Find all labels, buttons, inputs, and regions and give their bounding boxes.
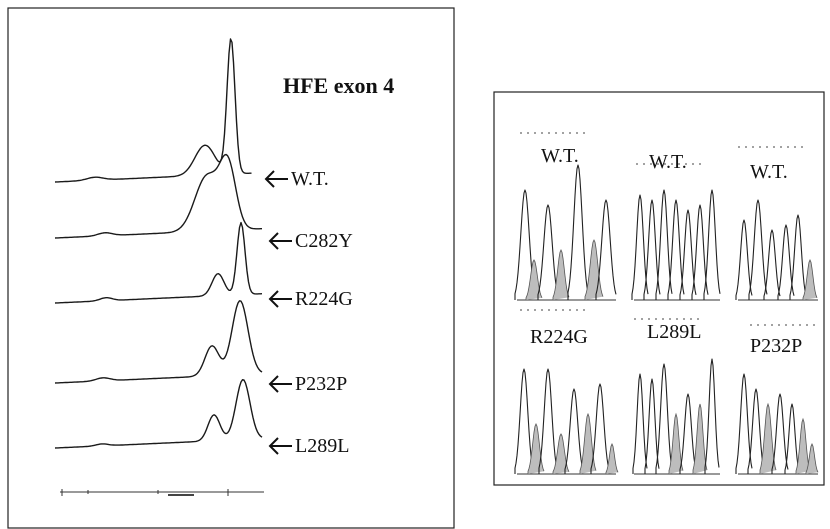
sequence-peak [514, 189, 536, 300]
sequence-peak [735, 373, 753, 474]
electropherogram-top-3 [735, 199, 818, 301]
arrow-left-icon [268, 437, 292, 455]
sequence-peak [691, 204, 709, 300]
electropherogram-top-1 [514, 164, 617, 301]
sequence-peak [679, 209, 697, 300]
sequencing-panel: W.T. W.T. W.T. R224G L289L P232P [493, 91, 825, 486]
dhplc-panel: HFE exon 4 W.T. C282Y R224G P232P L289L [7, 7, 455, 529]
sequence-peak [538, 368, 558, 474]
arrow-left-icon [264, 170, 288, 188]
sequence-peak [795, 417, 811, 474]
dhplc-trace-label: W.T. [291, 168, 329, 190]
sequence-peak [514, 368, 534, 474]
sequence-label-top: W.T. [750, 161, 788, 183]
arrow-left-icon [268, 375, 292, 393]
electropherogram-bottom-2 [632, 358, 720, 475]
sequence-peak [605, 442, 619, 474]
sequence-peak [763, 229, 781, 300]
sequence-peak [595, 199, 617, 300]
sequence-peak [735, 219, 753, 300]
sequence-peak [679, 393, 697, 474]
sequence-peak [802, 258, 818, 300]
sequence-peak [704, 358, 720, 474]
dhplc-trace-label: L289L [295, 435, 349, 457]
dhplc-title: HFE exon 4 [283, 73, 394, 98]
sequence-peak [552, 249, 570, 300]
dhplc-trace-label: R224G [295, 288, 353, 310]
electropherogram-bottom-3 [735, 373, 819, 475]
sequence-peak [564, 388, 584, 474]
sequence-peak [655, 363, 673, 474]
arrow-left-icon [268, 290, 292, 308]
dhplc-trace-1 [54, 38, 252, 183]
dhplc-trace-label: C282Y [295, 230, 353, 252]
sequence-peak [805, 442, 819, 474]
sequence-peak [777, 224, 795, 300]
electropherogram-bottom-1 [514, 368, 619, 475]
sequence-peak [667, 199, 685, 300]
sequence-peak [748, 199, 768, 300]
sequencing-content: W.T. W.T. W.T. R224G L289L P232P [514, 132, 820, 475]
sequence-peak [643, 199, 661, 300]
sequence-peak [631, 194, 649, 300]
sequence-label-bottom: P232P [750, 335, 802, 357]
dhplc-time-axis [60, 489, 264, 496]
sequence-peak [784, 403, 800, 474]
sequence-peak [632, 373, 648, 474]
sequence-peak [655, 189, 673, 300]
dhplc-trace-3 [54, 221, 263, 304]
dhplc-trace-2 [54, 153, 262, 239]
sequence-peak [668, 412, 684, 474]
sequence-label-top: W.T. [649, 151, 687, 173]
sequence-peak [537, 204, 559, 300]
sequence-label-top: W.T. [541, 145, 579, 167]
dhplc-traces: W.T. C282Y R224G P232P L289L [54, 38, 353, 457]
dhplc-panel-frame [7, 7, 455, 529]
sequence-peak [789, 214, 807, 300]
arrow-left-icon [268, 232, 292, 250]
sequence-peak [747, 388, 765, 474]
sequence-peak [590, 383, 610, 474]
sequence-peak [584, 239, 604, 300]
dhplc-trace-4 [54, 300, 263, 384]
sequence-peak [567, 164, 589, 300]
sequence-peak [759, 402, 777, 474]
sequence-peak [644, 378, 660, 474]
dhplc-trace-label: P232P [295, 373, 347, 395]
electropherogram-top-2 [631, 189, 721, 301]
dhplc-trace-5 [54, 379, 263, 449]
sequence-label-bottom: R224G [530, 326, 588, 348]
sequence-peak [703, 189, 721, 300]
sequence-peak [692, 403, 708, 474]
sequence-label-bottom: L289L [647, 321, 701, 343]
sequence-peak [771, 393, 789, 474]
